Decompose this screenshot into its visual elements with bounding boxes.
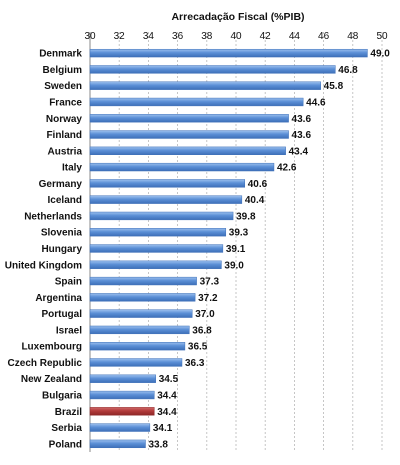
x-tick-label: 38 [201, 31, 213, 42]
x-tick-label: 34 [143, 31, 155, 42]
bar-denmark [89, 48, 368, 58]
category-label: Belgium [43, 65, 83, 76]
category-label: Israel [56, 325, 82, 336]
bar-poland [89, 439, 146, 449]
bar-serbia [89, 423, 151, 432]
value-label: 37.2 [198, 293, 218, 304]
category-label: Austria [48, 146, 83, 157]
bar-bulgaria [89, 390, 155, 400]
gridlines [89, 32, 383, 452]
category-label: New Zealand [21, 374, 82, 385]
x-tick-label: 42 [260, 31, 272, 42]
value-label: 34.5 [159, 374, 179, 385]
bars [89, 48, 368, 449]
value-label: 34.4 [157, 407, 177, 418]
value-label: 45.8 [324, 81, 344, 92]
category-label: Denmark [39, 49, 82, 60]
category-label: Sweden [44, 81, 82, 92]
value-label: 36.5 [188, 342, 208, 353]
chart-title: Arrecadação Fiscal (%PIB) [171, 11, 304, 23]
bar-belgium [89, 65, 336, 74]
category-label: France [49, 97, 82, 108]
bar-united-kingdom [89, 260, 222, 269]
bar-austria [89, 146, 286, 155]
value-label: 43.6 [292, 130, 312, 141]
x-tick-label: 32 [114, 31, 126, 42]
bar-finland [89, 130, 289, 139]
bar-czech-republic [89, 358, 183, 367]
category-label: Czech Republic [8, 358, 83, 369]
bar-norway [89, 114, 289, 123]
bar-sweden [89, 81, 321, 90]
value-label: 39.1 [226, 244, 246, 255]
category-label: Netherlands [24, 211, 82, 222]
bar-germany [89, 179, 246, 188]
value-label: 34.4 [157, 391, 177, 402]
value-label: 37.3 [200, 277, 220, 288]
x-tick-label: 50 [376, 31, 388, 42]
category-label: Finland [46, 130, 82, 141]
x-tick-label: 30 [84, 31, 96, 42]
bar-spain [89, 276, 197, 286]
bar-portugal [89, 309, 193, 318]
value-label: 37.0 [195, 309, 215, 320]
x-tick-label: 46 [318, 31, 330, 42]
bar-argentina [89, 293, 196, 302]
category-label: Iceland [48, 195, 82, 206]
category-label: Norway [46, 114, 83, 125]
category-label: Italy [62, 163, 82, 174]
value-label: 40.4 [245, 195, 265, 206]
x-tick-label: 40 [230, 31, 242, 42]
bar-israel [89, 325, 190, 335]
value-label: 40.6 [248, 179, 268, 190]
x-tick-label: 48 [347, 31, 359, 42]
bar-new-zealand [89, 374, 156, 383]
bar-iceland [89, 195, 243, 204]
category-label: Luxembourg [21, 342, 82, 353]
value-label: 34.1 [153, 423, 173, 434]
category-label: Poland [49, 439, 82, 450]
value-label: 49.0 [370, 49, 390, 60]
bar-france [89, 97, 304, 107]
value-label: 46.8 [338, 65, 358, 76]
bar-slovenia [89, 228, 227, 237]
x-axis-ticks: 30 32 34 36 38 40 42 44 46 48 50 [84, 31, 388, 42]
bar-luxembourg [89, 342, 186, 351]
category-label: Argentina [35, 293, 82, 304]
bar-hungary [89, 244, 224, 253]
category-label: Bulgaria [42, 391, 82, 402]
value-label: 43.4 [289, 146, 309, 157]
category-label: Hungary [41, 244, 82, 255]
category-labels: Denmark Belgium Sweden France Norway Finland A… [5, 49, 83, 451]
value-label: 39.8 [236, 211, 256, 222]
category-label: Germany [39, 179, 83, 190]
category-label: Slovenia [41, 228, 83, 239]
category-label: Spain [55, 277, 82, 288]
value-label: 36.3 [185, 358, 205, 369]
category-label: Brazil [55, 407, 82, 418]
value-label: 36.8 [192, 325, 212, 336]
category-label: Portugal [41, 309, 82, 320]
bar-italy [89, 162, 275, 172]
value-label: 44.6 [306, 97, 326, 108]
value-labels: 49.0 46.8 45.8 44.6 43.6 43.6 43.4 42.6 40.6 40.4… [148, 49, 390, 451]
value-label: 33.8 [148, 439, 168, 450]
category-label: United Kingdom [5, 260, 82, 271]
x-tick-label: 44 [289, 31, 301, 42]
x-tick-label: 36 [172, 31, 184, 42]
value-label: 39.0 [224, 260, 244, 271]
category-label: Serbia [51, 423, 82, 434]
bar-netherlands [89, 211, 234, 221]
value-label: 42.6 [277, 163, 297, 174]
value-label: 39.3 [229, 228, 249, 239]
value-label: 43.6 [292, 114, 312, 125]
bar-brazil [89, 407, 155, 416]
